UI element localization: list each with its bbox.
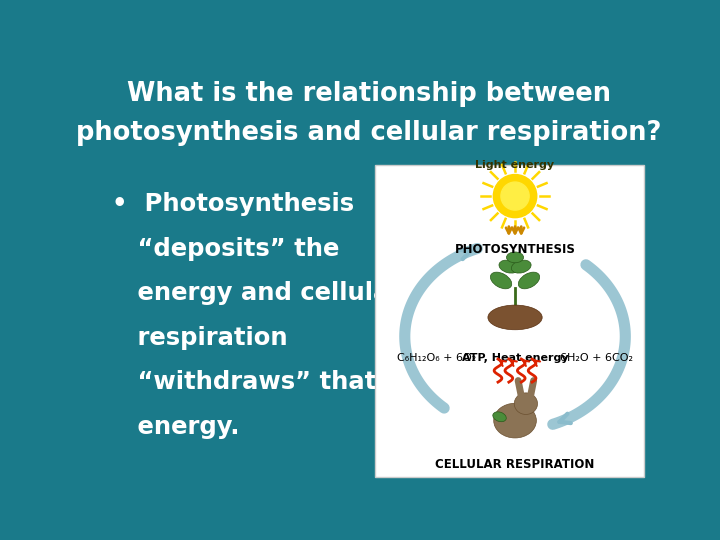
Ellipse shape	[514, 393, 538, 415]
Ellipse shape	[506, 252, 523, 263]
Ellipse shape	[518, 272, 540, 289]
Text: “deposits” the: “deposits” the	[112, 237, 339, 260]
Text: ATP, Heat energy: ATP, Heat energy	[462, 353, 568, 363]
FancyBboxPatch shape	[90, 65, 648, 165]
Ellipse shape	[488, 305, 542, 330]
Ellipse shape	[494, 403, 536, 438]
Text: Light energy: Light energy	[475, 160, 554, 170]
Text: 6H₂O + 6CO₂: 6H₂O + 6CO₂	[560, 353, 634, 363]
Text: respiration: respiration	[112, 326, 287, 350]
Text: “withdraws” that: “withdraws” that	[112, 370, 376, 395]
Ellipse shape	[490, 272, 512, 289]
Ellipse shape	[499, 260, 518, 273]
Text: PHOTOSYNTHESIS: PHOTOSYNTHESIS	[454, 242, 575, 255]
FancyBboxPatch shape	[375, 165, 644, 477]
Text: energy.: energy.	[112, 415, 239, 439]
Circle shape	[493, 174, 536, 218]
Text: photosynthesis and cellular respiration?: photosynthesis and cellular respiration?	[76, 119, 662, 146]
Text: What is the relationship between: What is the relationship between	[127, 81, 611, 107]
Ellipse shape	[511, 260, 531, 273]
Text: CELLULAR RESPIRATION: CELLULAR RESPIRATION	[436, 458, 595, 471]
Text: C₆H₁₂O₆ + 6O₂: C₆H₁₂O₆ + 6O₂	[397, 353, 476, 363]
Circle shape	[501, 182, 529, 210]
Text: energy and cellular: energy and cellular	[112, 281, 401, 305]
Ellipse shape	[492, 412, 506, 422]
Text: •  Photosynthesis: • Photosynthesis	[112, 192, 354, 216]
